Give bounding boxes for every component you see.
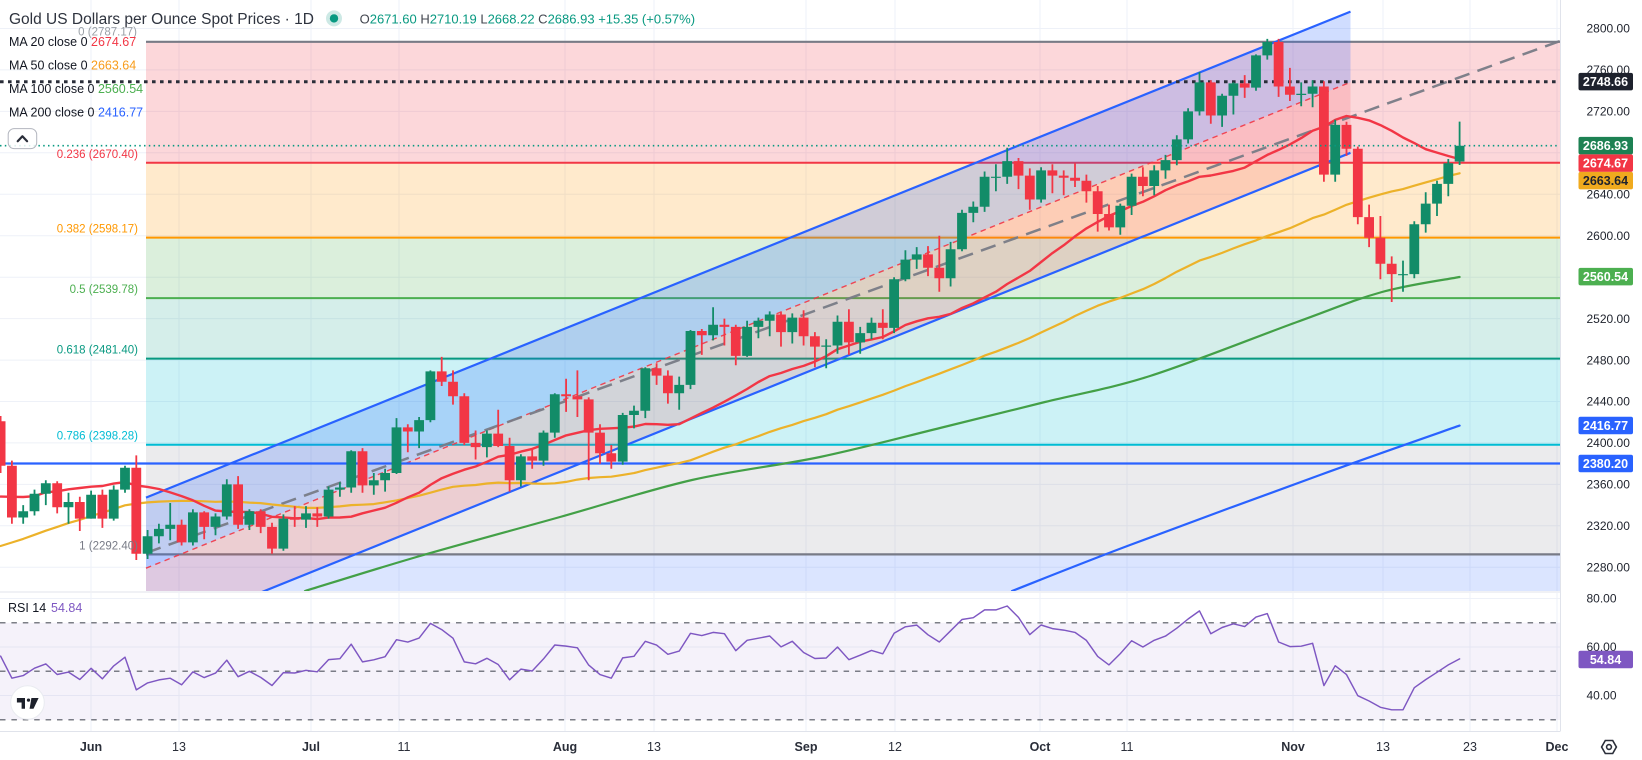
svg-text:54.84: 54.84 — [51, 601, 82, 615]
svg-text:60.00: 60.00 — [1587, 640, 1617, 654]
svg-text:11: 11 — [1121, 740, 1134, 754]
svg-text:Oct: Oct — [1030, 740, 1052, 754]
svg-text:0.382 (2598.17): 0.382 (2598.17) — [57, 224, 138, 236]
svg-text:MA 50 close 0 2663.64: MA 50 close 0 2663.64 — [9, 59, 136, 73]
svg-text:2686.93: 2686.93 — [1583, 139, 1628, 153]
svg-text:2400.00: 2400.00 — [1587, 436, 1631, 450]
svg-text:2360.00: 2360.00 — [1587, 478, 1631, 492]
svg-text:2560.54: 2560.54 — [1583, 270, 1628, 284]
svg-text:Dec: Dec — [1546, 740, 1569, 754]
svg-text:2520.00: 2520.00 — [1587, 312, 1631, 326]
svg-text:Jun: Jun — [80, 740, 102, 754]
svg-text:23: 23 — [1463, 740, 1477, 754]
svg-text:2720.00: 2720.00 — [1587, 105, 1631, 119]
svg-text:2748.66: 2748.66 — [1583, 75, 1628, 89]
svg-text:0 (2787.17): 0 (2787.17) — [78, 27, 137, 39]
svg-text:2280.00: 2280.00 — [1587, 561, 1631, 575]
svg-text:RSI 14: RSI 14 — [8, 601, 46, 615]
svg-text:MA 200 close 0 2416.77: MA 200 close 0 2416.77 — [9, 106, 143, 120]
svg-text:1 (2292.40): 1 (2292.40) — [79, 540, 138, 552]
svg-text:2480.00: 2480.00 — [1587, 353, 1631, 367]
svg-text:MA 100 close 0 2560.54: MA 100 close 0 2560.54 — [9, 82, 143, 96]
svg-text:2600.00: 2600.00 — [1587, 229, 1631, 243]
svg-text:2663.64: 2663.64 — [1583, 174, 1628, 188]
svg-text:2320.00: 2320.00 — [1587, 519, 1631, 533]
svg-text:2416.77: 2416.77 — [1583, 419, 1628, 433]
svg-text:2640.00: 2640.00 — [1587, 188, 1631, 202]
svg-text:Gold US Dollars per Ounce Spot: Gold US Dollars per Ounce Spot Prices · … — [9, 11, 314, 28]
svg-text:0.236 (2670.40): 0.236 (2670.40) — [57, 149, 138, 161]
svg-text:13: 13 — [172, 740, 186, 754]
svg-text:Nov: Nov — [1281, 740, 1305, 754]
svg-text:O2671.60 H2710.19 L2668.22 C26: O2671.60 H2710.19 L2668.22 C2686.93 +15.… — [360, 12, 695, 27]
svg-text:11: 11 — [398, 740, 411, 754]
svg-text:Sep: Sep — [795, 740, 818, 754]
svg-text:13: 13 — [1376, 740, 1390, 754]
svg-text:2800.00: 2800.00 — [1587, 22, 1631, 36]
svg-text:Aug: Aug — [553, 740, 577, 754]
svg-text:40.00: 40.00 — [1587, 689, 1617, 703]
svg-text:12: 12 — [888, 740, 902, 754]
svg-text:80.00: 80.00 — [1587, 592, 1617, 606]
svg-text:0.786 (2398.28): 0.786 (2398.28) — [57, 431, 138, 443]
svg-text:Jul: Jul — [302, 740, 320, 754]
svg-text:0.5 (2539.78): 0.5 (2539.78) — [70, 284, 139, 296]
svg-text:2380.20: 2380.20 — [1583, 457, 1628, 471]
svg-text:2674.67: 2674.67 — [1583, 157, 1628, 171]
svg-text:54.84: 54.84 — [1590, 653, 1621, 667]
svg-text:MA 20 close 0 2674.67: MA 20 close 0 2674.67 — [9, 35, 136, 49]
svg-text:0.618 (2481.40): 0.618 (2481.40) — [57, 345, 138, 357]
svg-text:2440.00: 2440.00 — [1587, 395, 1631, 409]
svg-text:13: 13 — [647, 740, 661, 754]
